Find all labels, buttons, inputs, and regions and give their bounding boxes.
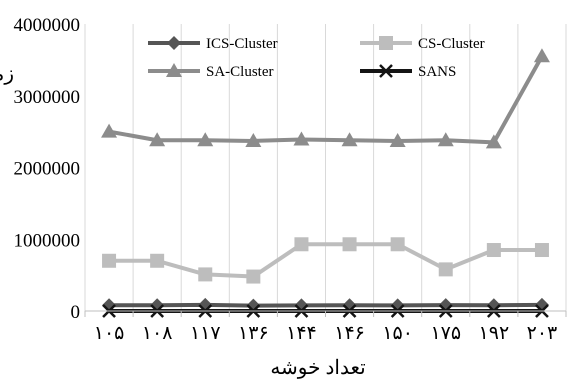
x-tick-label: ۱۳۶ <box>238 323 269 344</box>
legend-marker <box>166 63 182 77</box>
grid-lines <box>84 24 567 311</box>
series-lines <box>101 48 550 318</box>
axes: 0 1000000 2000000 3000000 4000000 ۱۰۵ ۱۰۸ ۱۱۷ ۱۳… <box>14 15 567 344</box>
x-tick-label: ۱۹۲ <box>479 323 510 344</box>
legend-entry: SANS <box>360 64 456 80</box>
x-tick-label: ۱۱۷ <box>190 323 221 344</box>
series-line <box>109 302 542 308</box>
data-point <box>437 132 454 147</box>
legend-label: CS-Cluster <box>418 36 485 52</box>
data-point <box>486 243 501 258</box>
data-point <box>341 132 358 147</box>
series-line <box>108 55 544 145</box>
x-tick-label: ۱۰۵ <box>94 323 125 344</box>
data-point <box>102 253 117 268</box>
data-point <box>150 253 165 268</box>
x-tick-label: ۱۴۴ <box>286 323 317 344</box>
x-tick-label: ۲۰۳ <box>527 323 558 344</box>
legend-marker <box>379 64 393 78</box>
data-point <box>246 269 261 284</box>
data-point <box>389 132 406 147</box>
data-point <box>390 237 405 252</box>
series-cs-cluster <box>102 237 549 284</box>
legend: ICS-Cluster CS-Cluster SA-Cluster SANS <box>148 36 485 80</box>
x-tick-label: ۱۰۸ <box>142 323 173 344</box>
data-point <box>101 123 118 138</box>
x-tick-label: ۱۵۰ <box>382 323 413 344</box>
data-point <box>197 132 214 147</box>
legend-entry: SA-Cluster <box>148 63 274 80</box>
y-tick-label: 2000000 <box>14 159 81 180</box>
y-tick-label: 3000000 <box>14 87 81 108</box>
legend-label: SA-Cluster <box>206 64 274 80</box>
legend-label: ICS-Cluster <box>206 36 278 52</box>
data-point <box>149 132 166 147</box>
series-line <box>109 242 542 279</box>
y-tick-label: 1000000 <box>14 230 81 251</box>
legend-entry: ICS-Cluster <box>148 36 278 52</box>
data-point <box>294 237 309 252</box>
y-tick-label: 0 <box>71 302 81 323</box>
y-tick-label: 4000000 <box>14 15 81 36</box>
legend-marker <box>167 36 181 50</box>
legend-marker <box>379 36 393 50</box>
data-point <box>534 243 549 258</box>
x-tick-label: ۱۴۶ <box>334 323 365 344</box>
data-point <box>438 262 453 277</box>
data-point <box>293 131 310 146</box>
legend-entry: CS-Cluster <box>360 36 485 52</box>
data-point <box>342 237 357 252</box>
series-sa-cluster <box>101 48 550 149</box>
legend-label: SANS <box>418 64 456 80</box>
data-point <box>533 48 550 63</box>
data-point <box>198 267 213 282</box>
x-axis-title: تعداد خوشه <box>270 357 365 379</box>
x-tick-label: ۱۷۵ <box>430 323 461 344</box>
x-marker-stroke <box>379 64 393 78</box>
data-point <box>485 134 502 149</box>
data-point <box>245 132 262 147</box>
y-axis-title: زمان اجرا <box>0 63 14 85</box>
